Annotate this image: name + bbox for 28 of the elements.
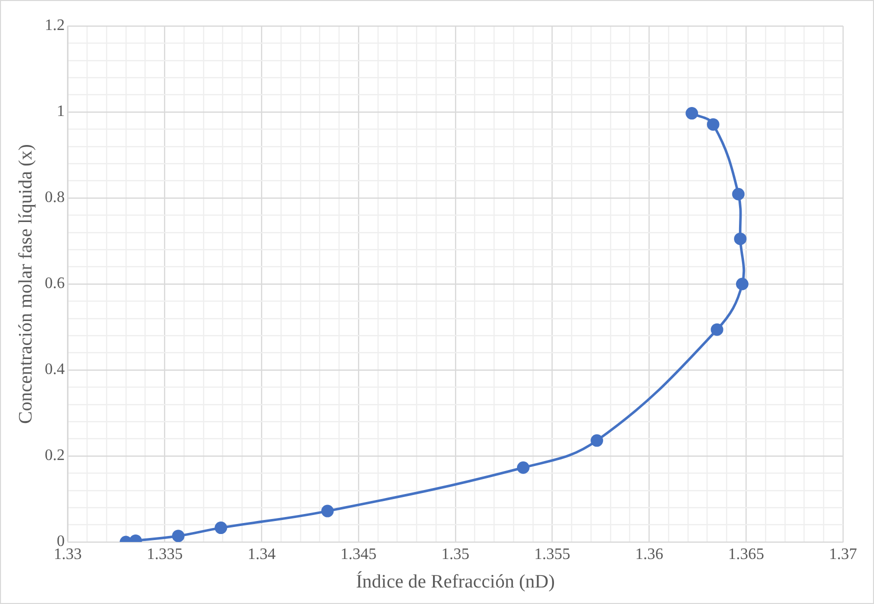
x-tick-label: 1.34: [248, 546, 276, 563]
y-tick-label: 0.2: [44, 447, 65, 464]
point: [321, 504, 334, 518]
y-tick-label: 0.4: [44, 361, 65, 378]
x-tick-label: 1.335: [146, 546, 183, 563]
point: [734, 232, 747, 246]
x-tick-label: 1.37: [829, 546, 857, 563]
y-tick-label: 1.2: [44, 17, 65, 34]
x-axis-title: Índice de Refracción (nD): [356, 570, 555, 593]
point: [590, 434, 604, 447]
point: [732, 188, 745, 200]
x-tick-label: 1.345: [340, 546, 376, 563]
point: [214, 522, 228, 534]
x-tick-label: 1.365: [728, 546, 764, 563]
point: [172, 530, 185, 542]
point: [686, 107, 698, 120]
x-tick-label: 1.355: [534, 546, 570, 563]
point: [516, 461, 530, 474]
x-tick-label: 1.35: [441, 546, 470, 563]
y-tick-label: 0.6: [44, 275, 65, 292]
x-tick-label: 1.33: [54, 546, 82, 563]
y-tick-label: 1: [56, 103, 65, 120]
point: [706, 118, 720, 131]
y-axis-title: Concentración molar fase líquida (x): [15, 144, 36, 424]
y-tick-label: 0.8: [44, 189, 65, 206]
point: [710, 323, 724, 336]
point: [736, 278, 748, 290]
x-tick-label: 1.36: [635, 546, 664, 563]
